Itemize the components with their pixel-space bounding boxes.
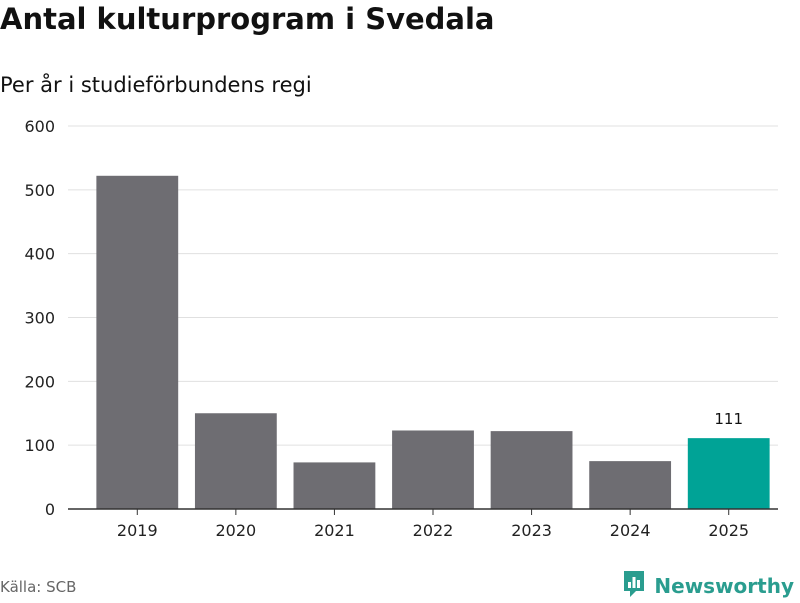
y-tick-label: 0 xyxy=(45,500,55,519)
y-tick-label: 100 xyxy=(24,436,55,455)
chart-subtitle: Per år i studieförbundens regi xyxy=(0,73,312,97)
chart-title: Antal kulturprogram i Svedala xyxy=(0,2,495,36)
brand-logo: Newsworthy xyxy=(622,569,794,603)
bar-2024 xyxy=(589,461,672,509)
x-tick-label: 2023 xyxy=(511,521,552,540)
source-note: Källa: SCB xyxy=(0,578,77,596)
bars xyxy=(96,175,770,510)
data-label: 111 xyxy=(714,410,743,428)
bar-2020 xyxy=(194,413,277,509)
x-tick-label: 2021 xyxy=(314,521,355,540)
x-tick-label: 2022 xyxy=(413,521,454,540)
y-tick-label: 200 xyxy=(24,372,55,391)
bar-2019 xyxy=(96,175,179,510)
x-tick-label: 2025 xyxy=(708,521,749,540)
bar-2021 xyxy=(293,462,376,509)
y-tick-label: 600 xyxy=(24,117,55,136)
x-tick-label: 2024 xyxy=(610,521,651,540)
brand-name: Newsworthy xyxy=(654,574,794,598)
x-axis-tick-labels: 2019 2020 2021 2022 2023 2024 2025 xyxy=(117,509,749,540)
y-tick-label: 400 xyxy=(24,245,55,264)
x-tick-label: 2020 xyxy=(215,521,256,540)
data-labels: 111 xyxy=(714,410,743,428)
bar-2025 xyxy=(687,438,770,509)
y-tick-label: 300 xyxy=(24,309,55,328)
x-tick-label: 2019 xyxy=(117,521,158,540)
newsworthy-logo-icon xyxy=(622,569,646,603)
y-axis-tick-labels: 0 100 200 300 400 500 600 xyxy=(24,117,55,519)
bar-2023 xyxy=(490,431,573,509)
bar-2022 xyxy=(392,430,474,509)
y-tick-label: 500 xyxy=(24,181,55,200)
